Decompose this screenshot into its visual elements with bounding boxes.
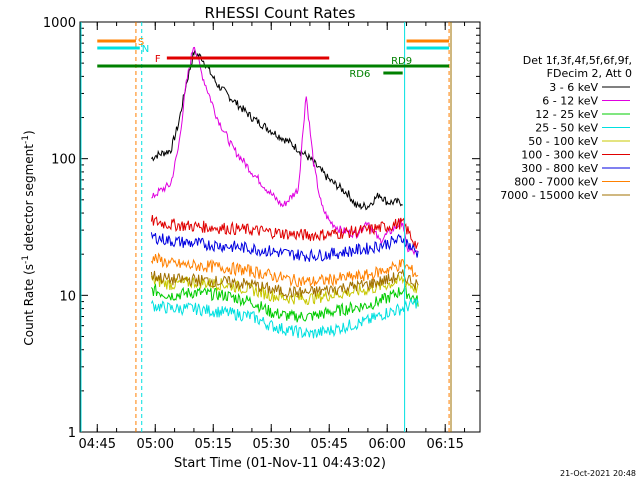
legend-label: 12 - 25 keV <box>535 108 598 121</box>
legend-label: 7000 - 15000 keV <box>500 189 598 202</box>
y-tick-label: 100 <box>51 153 76 168</box>
y-tick-label: 1000 <box>43 16 76 31</box>
legend-label: 6 - 12 keV <box>542 95 598 108</box>
y-tick-label: 1 <box>68 426 76 441</box>
x-tick-label: 05:15 <box>195 437 232 452</box>
x-tick-label: 06:15 <box>426 437 463 452</box>
flag-label-n: N <box>142 44 149 55</box>
series-line-7000-15000-kev <box>150 269 419 300</box>
legend-label: 300 - 800 keV <box>521 162 598 175</box>
generation-timestamp: 21-Oct-2021 20:48 <box>560 469 636 478</box>
y-axis-label-part2: detector segment <box>22 144 36 255</box>
series-line-300-800-kev <box>150 232 419 262</box>
y-axis-label-part3: ) <box>22 130 36 135</box>
legend-label: 50 - 100 keV <box>528 135 598 148</box>
flag-layer: SNF RD9 RD6 <box>80 22 452 432</box>
legend-label: 25 - 50 keV <box>535 122 598 135</box>
plot-frame <box>79 21 481 433</box>
series-line-12-25-kev <box>150 282 419 323</box>
series-line-6-12-kev <box>151 46 419 256</box>
x-tick-label: 06:00 <box>368 437 405 452</box>
x-tick-label: 05:00 <box>137 437 174 452</box>
y-axis-label: Count Rate (s-1 detector segment-1) <box>21 130 36 345</box>
legend-label: 100 - 300 keV <box>521 149 598 162</box>
axis-ticks: 1 10 100 1000 04:45 05:00 05:15 05:30 05:45 06:00… <box>43 16 480 452</box>
legend-header-decimation: FDecim 2, Att 0 <box>547 67 632 80</box>
series-layer <box>150 46 419 339</box>
flag-label-f: F <box>155 54 161 65</box>
flag-label-rd6: RD6 <box>349 69 370 80</box>
series-line-50-100-kev <box>150 274 419 305</box>
series-line-25-50-kev <box>150 297 419 339</box>
legend-label: 3 - 6 keV <box>549 81 598 94</box>
x-tick-label: 05:30 <box>253 437 290 452</box>
y-axis-label-part1: Count Rate (s <box>22 264 36 346</box>
legend-label: 800 - 7000 keV <box>514 176 598 189</box>
plot-area-border <box>79 21 481 433</box>
y-axis-label-sup2: -1 <box>21 135 31 144</box>
series-line-800-7000-kev <box>150 252 419 288</box>
y-axis-label-sup1: -1 <box>21 255 31 264</box>
x-tick-label: 04:45 <box>79 437 116 452</box>
flag-label-s: S <box>138 37 144 48</box>
legend: Det 1f,3f,4f,5f,6f,9f,FDecim 2, Att 03 -… <box>500 54 632 202</box>
chart-title: RHESSI Count Rates <box>205 4 356 22</box>
series-line-3-6-kev <box>151 49 403 211</box>
legend-header-detectors: Det 1f,3f,4f,5f,6f,9f, <box>523 54 632 67</box>
x-axis-label: Start Time (01-Nov-11 04:43:02) <box>174 456 386 471</box>
y-tick-label: 10 <box>59 289 76 304</box>
series-line-100-300-kev <box>150 215 419 249</box>
flag-label-rd9: RD9 <box>391 56 412 67</box>
x-tick-label: 05:45 <box>310 437 347 452</box>
